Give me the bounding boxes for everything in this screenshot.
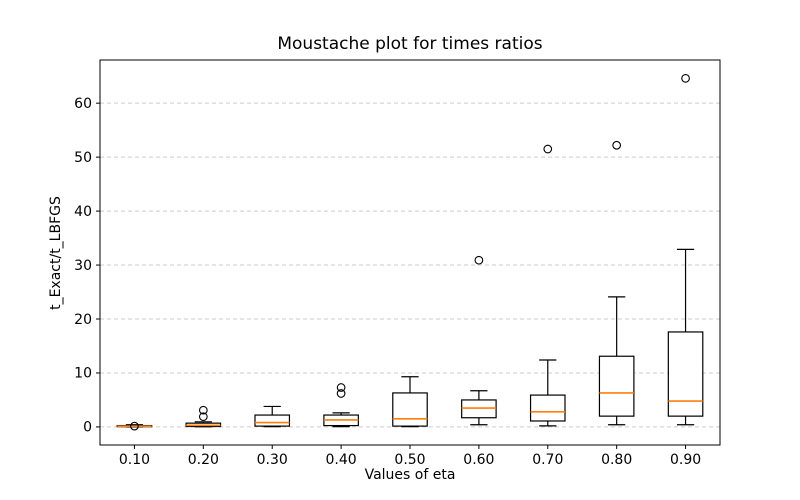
outlier-0.10: [130, 421, 139, 431]
x-tick-label: 0.40: [326, 452, 357, 468]
x-tick-label: 0.50: [394, 452, 425, 468]
x-tick-label: 0.80: [601, 452, 632, 468]
x-tick-label: 0.30: [257, 452, 288, 468]
box-0.50: [392, 392, 428, 427]
outlier-0.90: [681, 73, 690, 83]
x-tick-label: 0.20: [188, 452, 219, 468]
x-tick-label: 0.70: [532, 452, 563, 468]
y-axis-label: t_Exact/t_LBFGS: [48, 196, 64, 310]
y-tick-label: 50: [74, 150, 92, 166]
chart-title: Moustache plot for times ratios: [277, 34, 543, 54]
outlier-0.20: [198, 412, 208, 422]
outlier-0.40: [336, 389, 346, 398]
box-0.70: [529, 394, 566, 422]
x-tick-label: 0.60: [463, 452, 494, 468]
x-tick-label: 0.90: [670, 452, 701, 468]
box-0.80: [598, 355, 635, 417]
box-0.30: [254, 414, 291, 427]
x-axis-label: Values of eta: [364, 467, 456, 483]
y-tick-label: 60: [74, 96, 92, 112]
outlier-0.20: [198, 405, 208, 415]
y-tick-label: 20: [74, 312, 92, 328]
y-tick-label: 40: [74, 204, 92, 220]
outlier-0.70: [543, 144, 553, 154]
y-tick-label: 10: [74, 366, 92, 382]
y-tick-label: 0: [83, 420, 92, 436]
box-0.90: [667, 331, 704, 417]
outlier-0.40: [336, 383, 346, 392]
outlier-0.60: [474, 255, 484, 265]
y-tick-label: 30: [74, 258, 92, 274]
box-0.60: [461, 399, 497, 419]
x-tick-label: 0.10: [119, 452, 150, 468]
outlier-0.80: [612, 140, 622, 150]
